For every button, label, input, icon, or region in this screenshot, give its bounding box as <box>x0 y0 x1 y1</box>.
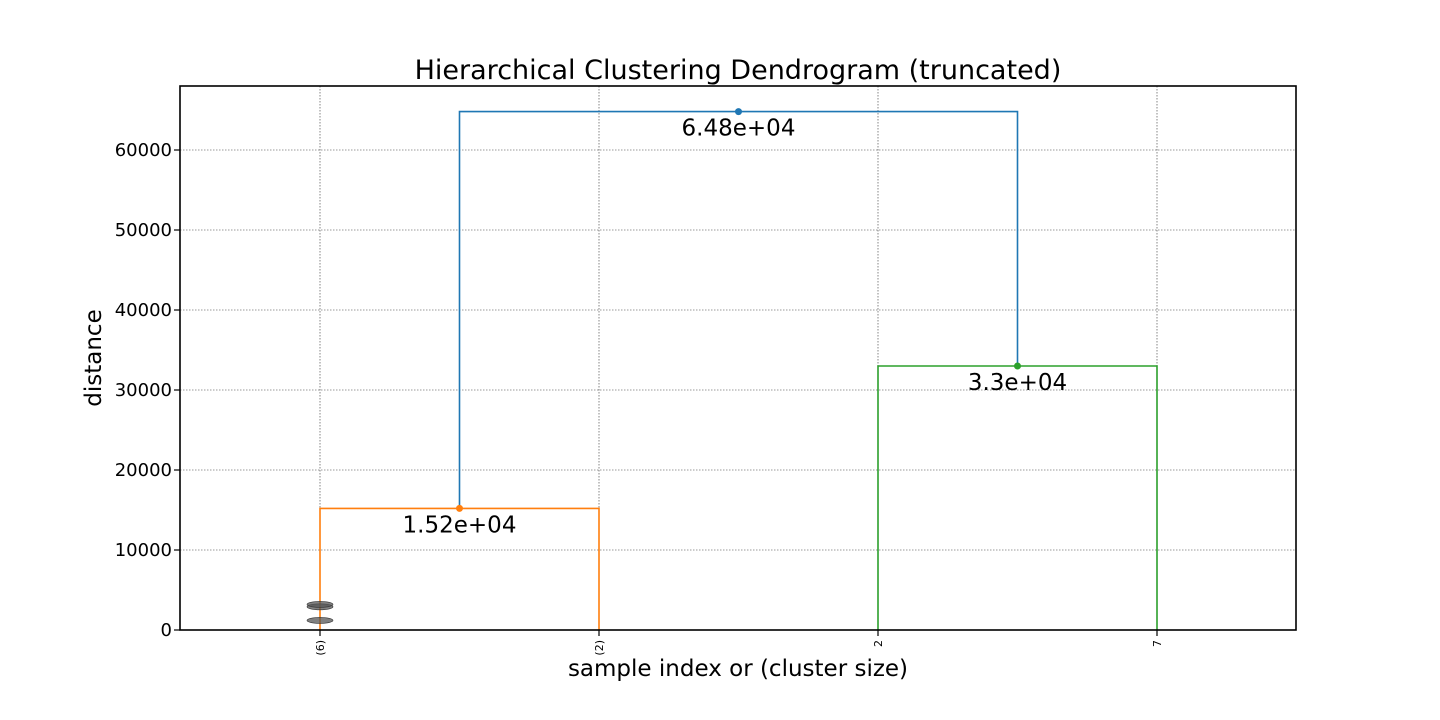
x-axis-label: sample index or (cluster size) <box>568 656 908 682</box>
x-tick-label: 2 <box>872 640 885 647</box>
y-tick-label: 50000 <box>115 220 172 241</box>
merge-distance-label: 6.48e+04 <box>682 116 796 142</box>
merge-distance-label: 3.3e+04 <box>968 370 1067 396</box>
y-axis-label: distance <box>81 309 107 406</box>
plot-frame <box>179 85 1297 631</box>
merge-point <box>456 504 463 512</box>
y-tick-label: 30000 <box>115 380 172 401</box>
truncated-merge-marker <box>306 601 334 608</box>
y-tick-label: 40000 <box>115 300 172 321</box>
y-tick-label: 10000 <box>115 540 172 561</box>
y-tick-label: 0 <box>161 620 172 641</box>
grid-lines <box>180 86 1296 631</box>
truncation-markers <box>306 601 334 624</box>
merge-point <box>735 108 742 116</box>
y-tick-label: 60000 <box>115 140 172 161</box>
chart-title: Hierarchical Clustering Dendrogram (trun… <box>415 55 1062 86</box>
dendrogram-link <box>877 365 1158 630</box>
x-tick-label: 7 <box>1151 640 1164 647</box>
x-tick-label: (2) <box>593 640 606 656</box>
y-tick-label: 20000 <box>115 460 172 481</box>
merge-annotations: 1.52e+04 3.3e+04 6.48e+04 <box>403 108 1067 538</box>
x-axis-ticks: (6) (2) 2 7 <box>314 630 1164 656</box>
merge-point <box>1014 362 1021 370</box>
merge-distance-label: 1.52e+04 <box>403 512 517 538</box>
truncated-merge-marker <box>306 617 334 624</box>
x-tick-label: (6) <box>314 640 327 656</box>
y-axis-ticks: 0 10000 20000 30000 40000 50000 60000 <box>115 140 180 641</box>
